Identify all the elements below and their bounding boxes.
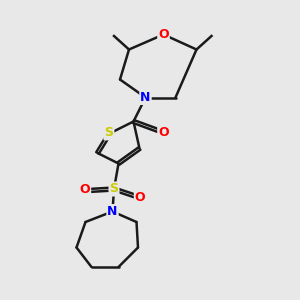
Text: O: O xyxy=(80,183,90,196)
Text: O: O xyxy=(158,126,169,140)
Text: N: N xyxy=(140,91,151,104)
Text: S: S xyxy=(104,126,113,140)
Text: N: N xyxy=(107,205,118,218)
Text: O: O xyxy=(135,190,146,204)
Text: S: S xyxy=(110,182,118,196)
Text: O: O xyxy=(158,28,169,41)
